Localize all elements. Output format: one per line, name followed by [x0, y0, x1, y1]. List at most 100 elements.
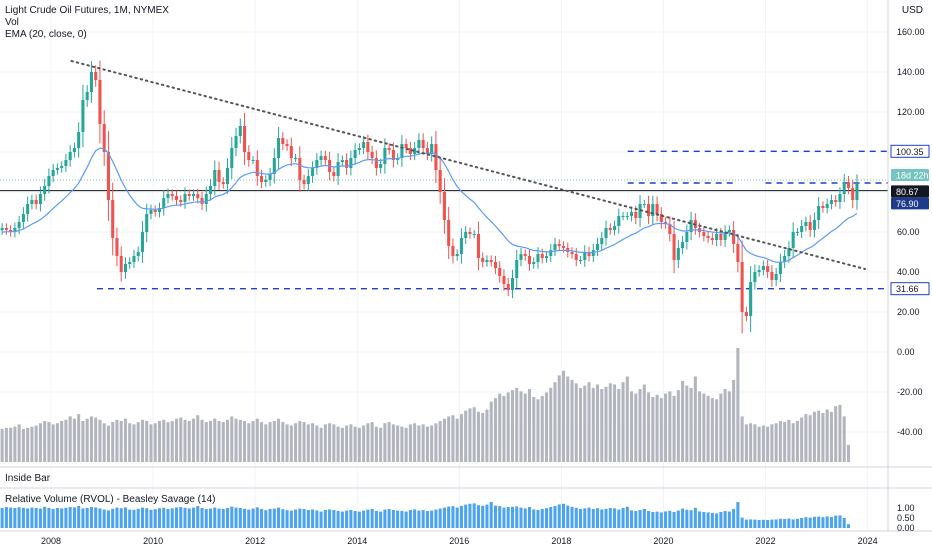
rvol-bar	[77, 506, 81, 528]
candle-body	[340, 160, 344, 162]
candle-body	[647, 204, 651, 216]
candle-body	[430, 144, 434, 154]
rvol-bar	[264, 510, 268, 528]
volume-bar	[749, 423, 753, 462]
rvol-bar	[336, 511, 340, 528]
rvol-bar	[778, 518, 782, 528]
volume-bar	[757, 426, 761, 462]
rvol-legend[interactable]: Relative Volume (RVOL) - Beasley Savage …	[5, 494, 215, 506]
rvol-bar	[464, 504, 468, 528]
rvol-bar	[838, 515, 842, 528]
main-legend[interactable]: Light Crude Oil Futures, 1M, NYMEX Vol E…	[5, 5, 169, 41]
candle-body	[68, 152, 72, 160]
candle-body	[311, 168, 315, 176]
rvol-bar	[285, 510, 289, 528]
volume-bar	[285, 424, 289, 462]
rvol-bar	[681, 508, 685, 528]
rvol-bar	[311, 509, 315, 528]
rvol-bar	[493, 505, 497, 528]
rvol-bar	[0, 508, 4, 528]
candle-body	[685, 232, 689, 242]
volume-bar	[21, 428, 25, 462]
last-price-label: 80.67	[896, 187, 919, 197]
candle-body	[630, 212, 634, 216]
rvol-bar	[268, 509, 272, 528]
symbol-title[interactable]: Light Crude Oil Futures, 1M, NYMEX	[5, 5, 169, 16]
candle-body	[706, 236, 710, 238]
rvol-bar	[21, 507, 25, 528]
volume-bar	[817, 410, 821, 462]
rvol-bar	[532, 509, 536, 528]
volume-bar	[625, 376, 629, 462]
candle-body	[625, 216, 629, 217]
volume-bar	[574, 383, 578, 462]
rvol-bar	[140, 507, 145, 528]
candle-body	[336, 162, 340, 176]
rvol-bar	[655, 511, 659, 528]
volume-bar	[234, 418, 238, 462]
rvol-bar	[400, 511, 404, 528]
rvol-bar	[485, 504, 489, 528]
volume-bar	[664, 393, 668, 462]
candle-body	[829, 200, 833, 204]
volume-bar	[595, 384, 600, 462]
candle-body	[472, 234, 476, 235]
volume-legend[interactable]: Vol	[5, 17, 19, 28]
volume-bar	[119, 420, 123, 462]
pane-separators[interactable]	[0, 0, 932, 532]
rvol-bar	[506, 507, 510, 528]
volume-bar	[447, 416, 451, 462]
time-axis[interactable]: 2008 2010 2012 2014 2016 2018 2020 2022 2024	[41, 536, 878, 546]
volume-bar	[715, 399, 719, 462]
volume-bar	[689, 387, 693, 462]
volume-bar	[821, 412, 825, 462]
volume-bar	[621, 382, 625, 462]
candle-body	[294, 158, 298, 159]
inside-bar-label[interactable]: Inside Bar	[5, 473, 51, 484]
trendline-group[interactable]	[70, 60, 867, 270]
rvol-bar	[81, 508, 85, 528]
candle-body	[362, 142, 366, 148]
candle-body	[493, 262, 497, 268]
x-tick-label: 2016	[449, 536, 469, 546]
volume-bar	[685, 385, 689, 462]
inside-bar-legend[interactable]: Inside Bar	[5, 473, 50, 485]
volume-bar	[698, 391, 702, 462]
volume-bar	[400, 426, 404, 462]
volume-bar	[825, 409, 829, 462]
candle-body	[51, 170, 55, 176]
candle-body	[85, 92, 89, 100]
volume-bar	[455, 418, 459, 462]
ema-legend[interactable]: EMA (20, close, 0)	[5, 29, 87, 40]
volume-bar	[540, 395, 544, 462]
volume-bar	[838, 405, 842, 462]
rvol-bar	[481, 505, 485, 528]
candle-body	[634, 212, 638, 218]
candle-body	[723, 232, 727, 240]
rvol-bar	[587, 507, 591, 528]
rvol-bar	[119, 508, 123, 528]
volume-bar	[111, 422, 115, 462]
volume-bar	[736, 348, 740, 462]
candle-body	[578, 260, 583, 261]
volume-bar	[387, 422, 391, 462]
rvol-bar	[783, 519, 787, 528]
volume-bar	[30, 426, 34, 462]
candle-body	[681, 242, 685, 248]
volume-bar	[532, 397, 536, 462]
rvol-label[interactable]: Relative Volume (RVOL) - Beasley Savage …	[5, 494, 216, 505]
volume-bar	[766, 426, 770, 462]
rvol-bar	[221, 509, 225, 528]
candle-body	[9, 230, 13, 232]
price-axis[interactable]: 160.00140.00120.00100.0080.0060.0040.002…	[897, 27, 925, 437]
volume-bar	[179, 417, 183, 462]
volume-bar	[434, 423, 438, 462]
volume-bar	[778, 420, 782, 462]
volume-bar	[681, 381, 685, 462]
rvol-bar	[98, 508, 102, 528]
candle-body	[795, 232, 799, 233]
candle-body	[400, 144, 404, 158]
rvol-bar	[102, 509, 106, 528]
volume-bar	[306, 424, 310, 462]
